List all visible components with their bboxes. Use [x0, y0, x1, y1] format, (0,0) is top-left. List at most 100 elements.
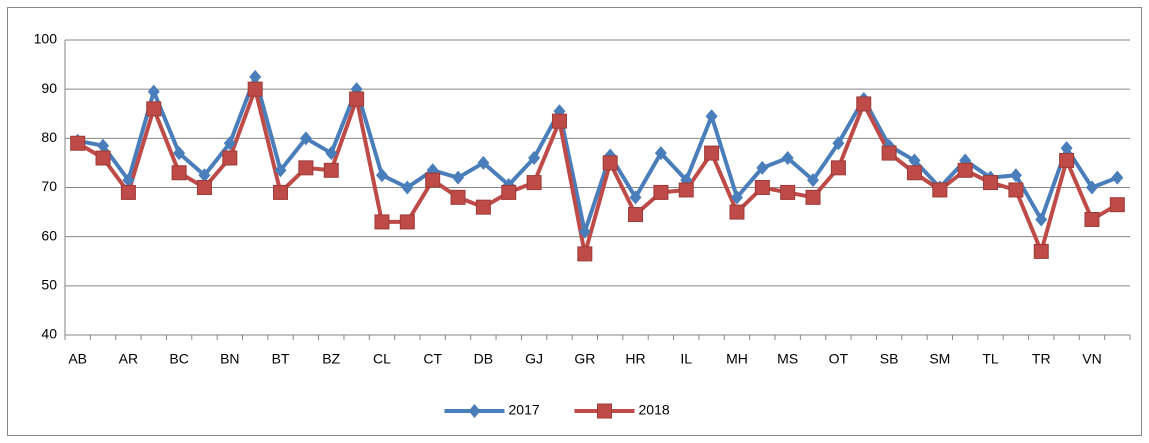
x-tick-label: HR — [625, 351, 645, 367]
data-point — [173, 146, 186, 161]
x-tick-label: BT — [272, 351, 290, 367]
data-point — [628, 207, 644, 223]
data-point — [475, 199, 491, 215]
data-point — [273, 184, 289, 200]
data-point — [501, 184, 517, 200]
data-point — [629, 190, 642, 205]
data-point — [1008, 182, 1024, 198]
data-point — [325, 146, 338, 161]
x-tick-label: SB — [880, 351, 899, 367]
x-tick-label: IL — [680, 351, 692, 367]
y-tick-label: 40 — [41, 326, 57, 342]
data-point — [196, 180, 212, 195]
y-tick-label: 80 — [41, 129, 57, 145]
data-point — [780, 184, 796, 200]
legend-label: 2017 — [509, 402, 540, 418]
legend-marker — [597, 403, 612, 419]
data-point — [1109, 197, 1125, 213]
x-tick-label: AB — [68, 351, 87, 367]
data-point — [830, 160, 846, 176]
data-point — [1009, 168, 1022, 183]
x-tick-label: GR — [574, 351, 595, 367]
data-point — [223, 136, 236, 151]
data-point — [781, 151, 794, 165]
chart-border — [7, 7, 1142, 436]
data-point — [528, 151, 541, 165]
data-point — [399, 214, 415, 230]
data-point — [602, 155, 618, 171]
data-point — [1059, 152, 1075, 168]
data-point — [807, 173, 820, 188]
data-point — [299, 131, 312, 146]
data-point — [832, 136, 845, 151]
legend-label: 2018 — [639, 402, 670, 418]
x-tick-label: AR — [119, 351, 138, 367]
data-point — [729, 204, 745, 220]
x-tick-label: MS — [777, 351, 798, 367]
data-point — [983, 175, 999, 191]
data-point — [450, 189, 466, 205]
data-point — [577, 246, 593, 262]
data-point — [756, 160, 769, 175]
data-point — [881, 145, 897, 161]
data-point — [932, 182, 948, 198]
y-tick-label: 100 — [34, 31, 58, 47]
data-point — [95, 150, 111, 166]
data-point — [1033, 243, 1049, 259]
data-point — [122, 173, 135, 188]
x-tick-label: TL — [982, 351, 999, 367]
x-tick-label: CL — [373, 351, 391, 367]
x-tick-label: OT — [829, 351, 849, 367]
x-tick-label: VN — [1082, 351, 1101, 367]
data-point — [1035, 212, 1048, 227]
data-point — [654, 146, 667, 161]
data-point — [551, 113, 567, 129]
data-point — [97, 138, 110, 153]
data-point — [374, 214, 390, 230]
data-point — [198, 168, 211, 183]
y-tick-label: 90 — [41, 80, 57, 96]
x-tick-label: MH — [726, 351, 748, 367]
data-point — [171, 165, 187, 181]
data-point — [425, 172, 441, 188]
data-point — [401, 180, 414, 195]
data-point — [678, 182, 694, 198]
data-point — [730, 190, 743, 205]
data-point — [1085, 180, 1098, 195]
data-point — [754, 180, 770, 195]
data-point — [323, 162, 339, 178]
data-point — [375, 168, 388, 183]
data-point — [477, 155, 490, 170]
data-point — [906, 165, 922, 181]
data-point — [957, 162, 973, 178]
data-point — [856, 96, 872, 112]
x-tick-label: BN — [220, 351, 239, 367]
y-tick-label: 70 — [41, 178, 57, 194]
y-tick-label: 50 — [41, 277, 57, 293]
data-point — [298, 160, 314, 176]
data-point — [1060, 141, 1073, 156]
data-point — [249, 69, 262, 84]
data-point — [120, 184, 136, 200]
legend-marker — [468, 404, 481, 418]
data-point — [1111, 170, 1124, 185]
data-point — [704, 145, 720, 161]
data-point — [247, 81, 263, 97]
data-point — [146, 101, 162, 117]
data-point — [653, 184, 669, 200]
data-point — [805, 189, 821, 205]
data-point — [908, 153, 921, 168]
data-point — [705, 109, 718, 124]
y-tick-label: 60 — [41, 227, 57, 243]
x-tick-label: TR — [1032, 351, 1051, 367]
data-point — [578, 224, 591, 239]
x-tick-label: BC — [169, 351, 188, 367]
data-point — [1084, 211, 1100, 227]
x-tick-label: GJ — [525, 351, 543, 367]
x-tick-label: BZ — [322, 351, 340, 367]
x-tick-label: DB — [474, 351, 493, 367]
x-tick-label: CT — [423, 351, 442, 367]
data-point — [70, 135, 86, 151]
data-point — [222, 150, 238, 166]
